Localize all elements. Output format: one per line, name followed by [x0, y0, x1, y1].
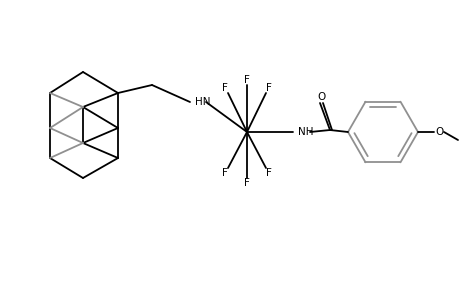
Text: NH: NH — [297, 127, 313, 137]
Text: HN: HN — [195, 97, 210, 107]
Text: F: F — [244, 75, 249, 85]
Text: O: O — [317, 92, 325, 102]
Text: O: O — [435, 127, 443, 137]
Text: F: F — [244, 178, 249, 188]
Text: F: F — [265, 168, 271, 178]
Text: F: F — [222, 168, 228, 178]
Text: F: F — [265, 83, 271, 93]
Text: F: F — [222, 83, 228, 93]
